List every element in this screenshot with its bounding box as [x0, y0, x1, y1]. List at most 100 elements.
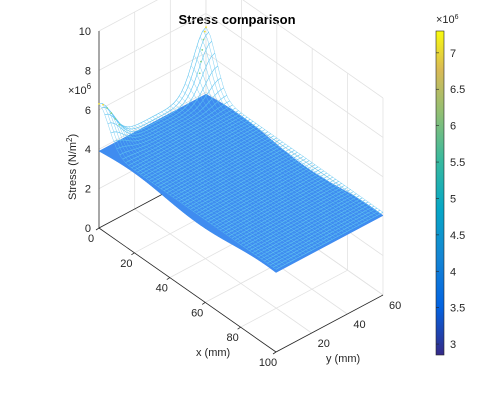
y-tick-label: 40 [353, 319, 365, 331]
peak-point [202, 38, 205, 41]
mesh-line [107, 108, 286, 265]
y-tick-label: 20 [318, 338, 330, 350]
colorbar-tick-label: 5.5 [450, 157, 465, 169]
mesh-line [125, 126, 303, 256]
mesh-line [155, 114, 333, 240]
mesh-line [158, 113, 336, 238]
x-tick-label: 60 [191, 307, 203, 319]
peak-point [118, 123, 121, 126]
colorbar-exponent-label: ×106 [436, 14, 459, 26]
colorbar: 3 3.5 4 4.5 5 5.5 6 6.5 7 ×106 [435, 14, 465, 356]
z-axis-label: Stress (N/m2) [65, 134, 79, 200]
x-tick-label: 20 [120, 258, 132, 270]
mesh-line [188, 75, 366, 223]
x-tick-mark [166, 277, 171, 280]
colorbar-tick-label: 4.5 [450, 230, 465, 242]
mesh-line [196, 45, 375, 218]
colorbar-tick-label: 5 [450, 193, 456, 205]
mesh-line [182, 90, 360, 226]
grid-line [240, 269, 348, 328]
x-tick-mark [272, 351, 277, 355]
mesh-line [205, 27, 384, 213]
grid-line [205, 13, 384, 138]
colorbar-tick-label: 6 [450, 121, 456, 133]
colorbar-tick-label: 6.5 [450, 84, 465, 96]
x-tick-mark [95, 227, 100, 231]
z-tick-labels: 0 2 4 6 8 10 [79, 26, 91, 235]
grid-line [134, 208, 312, 334]
plot-box [95, 0, 384, 355]
mesh-line [101, 103, 280, 268]
colorbar-tick-labels: 3 3.5 4 4.5 5 5.5 6 6.5 7 [436, 48, 465, 351]
x-tick-mark [201, 302, 206, 305]
mesh-line [199, 36, 378, 216]
colorbar-gradient [435, 30, 445, 356]
y-axis-line [275, 294, 384, 353]
mesh-line [193, 55, 372, 219]
mesh-line [128, 126, 306, 254]
peak-point [106, 107, 109, 109]
mesh-line [116, 120, 294, 261]
grid-line [242, 0, 384, 99]
peak-point [98, 102, 100, 105]
mesh-line [202, 30, 381, 215]
y-axis-label: y (mm) [326, 353, 360, 365]
z-tick-label: 8 [85, 65, 91, 77]
mesh-line [161, 111, 339, 237]
z-tick-label: 10 [79, 26, 91, 38]
x-tick-labels: 0 20 40 60 80 100 [88, 233, 277, 369]
grid-line [98, 13, 207, 71]
x-tick-label: 100 [259, 357, 277, 369]
peak-point [203, 30, 206, 33]
mesh-line [170, 105, 348, 232]
peak-point [198, 72, 201, 75]
x-axis-label: x (mm) [196, 347, 230, 359]
mesh-line [122, 125, 300, 257]
mesh-line [131, 126, 309, 253]
x-tick-label: 0 [88, 233, 94, 245]
x-tick-label: 40 [156, 283, 168, 295]
colorbar-tick-label: 3 [450, 339, 456, 351]
grid-line [98, 52, 207, 111]
surface-layer [98, 26, 384, 273]
z-tick-label: 2 [85, 184, 91, 196]
colorbar-tick-label: 4 [450, 266, 456, 278]
z-tick-label: 0 [85, 223, 91, 235]
x-tick-mark [237, 326, 241, 330]
mesh-line [146, 119, 324, 245]
mesh-line [167, 108, 345, 234]
mesh-line [190, 65, 369, 221]
x-axis-line [98, 227, 277, 353]
mesh-line [152, 116, 330, 242]
mesh-line [137, 124, 315, 249]
colorbar-tick-label: 3.5 [450, 303, 465, 315]
peak-point [200, 60, 202, 63]
mesh-line [185, 83, 363, 224]
peak-point [114, 118, 117, 120]
y-tick-label: 60 [389, 300, 401, 312]
z-tick-label: 6 [85, 105, 91, 117]
grid-line [205, 52, 384, 178]
peak-point [201, 49, 204, 51]
mesh-line [164, 109, 342, 235]
peak-point [205, 26, 207, 29]
mesh-line [149, 118, 327, 243]
mesh-line [143, 121, 321, 246]
mesh-line [113, 116, 292, 262]
mesh-line [110, 112, 289, 264]
mesh-line [179, 95, 357, 227]
x-tick-label: 80 [226, 332, 238, 344]
peak-point [110, 112, 113, 114]
chart-title: Stress comparison [178, 12, 295, 27]
z-exponent-label: ×106 [68, 82, 92, 97]
colorbar-tick-label: 7 [450, 48, 456, 60]
y-tick-labels: 20 40 60 [318, 300, 402, 350]
mesh-line [176, 100, 354, 229]
mesh-line [173, 103, 351, 230]
mesh-line [134, 125, 312, 251]
peak-point [102, 103, 104, 106]
mesh-line [98, 103, 277, 270]
mesh-line [140, 122, 318, 248]
z-tick-label: 4 [85, 144, 91, 156]
